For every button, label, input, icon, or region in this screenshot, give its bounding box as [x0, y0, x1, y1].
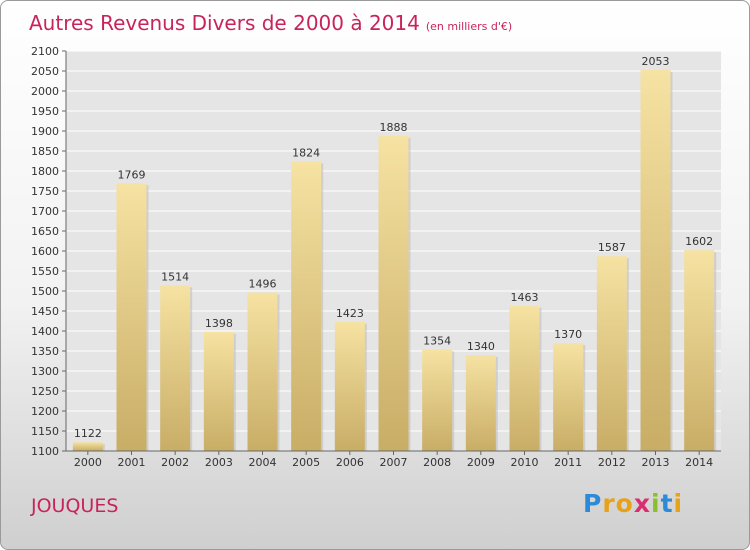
y-tick-label: 1350 [31, 345, 59, 358]
value-label: 1514 [161, 270, 189, 283]
x-tick-label: 2001 [118, 456, 146, 469]
bar-2000 [72, 442, 103, 451]
x-tick-label: 2009 [467, 456, 495, 469]
y-tick-label: 1800 [31, 165, 59, 178]
chart-title-unit: (en milliers d'€) [425, 20, 513, 33]
y-tick-label: 1850 [31, 145, 59, 158]
value-label: 1587 [598, 241, 626, 254]
y-tick-label: 2050 [31, 65, 59, 78]
chart-title: Autres Revenus Divers de 2000 à 2014 (en … [29, 11, 512, 35]
y-tick-label: 1700 [31, 205, 59, 218]
commune-name: JOUQUES [31, 495, 119, 517]
value-label: 1602 [685, 235, 713, 248]
logo-letter: i [673, 489, 684, 518]
y-tick-label: 1950 [31, 105, 59, 118]
y-tick-label: 1650 [31, 225, 59, 238]
value-label: 2053 [642, 55, 670, 68]
bar-2008 [422, 349, 453, 451]
x-tick-label: 2013 [642, 456, 670, 469]
value-label: 1398 [205, 317, 233, 330]
bar-2007 [378, 135, 409, 452]
proxiti-logo: Proxiti [583, 489, 683, 518]
logo-letter: o [615, 489, 634, 518]
bar-2004 [247, 292, 278, 451]
value-label: 1496 [249, 278, 277, 291]
y-tick-label: 1300 [31, 365, 59, 378]
bar-2012 [596, 256, 627, 451]
value-label: 1769 [118, 168, 146, 181]
value-label: 1354 [423, 334, 451, 347]
chart-title-main: Autres Revenus Divers de 2000 à 2014 [29, 11, 420, 35]
x-tick-label: 2000 [74, 456, 102, 469]
x-tick-label: 2002 [161, 456, 189, 469]
x-tick-label: 2014 [685, 456, 713, 469]
value-label: 1423 [336, 307, 364, 320]
x-tick-label: 2011 [554, 456, 582, 469]
bar-2011 [553, 343, 584, 451]
value-label: 1122 [74, 427, 102, 440]
bar-2005 [291, 161, 322, 451]
x-tick-label: 2007 [380, 456, 408, 469]
x-tick-label: 2004 [249, 456, 277, 469]
logo-letter: x [633, 489, 651, 518]
logo-letter: r [602, 489, 616, 518]
y-tick-label: 1550 [31, 265, 59, 278]
logo-letter: t [660, 489, 674, 518]
y-tick-label: 2100 [31, 45, 59, 58]
value-label: 1340 [467, 340, 495, 353]
y-tick-label: 1250 [31, 385, 59, 398]
value-label: 1824 [292, 146, 320, 159]
value-label: 1370 [554, 328, 582, 341]
bar-2009 [465, 355, 496, 451]
y-tick-label: 1200 [31, 405, 59, 418]
y-tick-label: 1900 [31, 125, 59, 138]
bar-2003 [203, 331, 234, 451]
x-tick-label: 2006 [336, 456, 364, 469]
bar-2014 [684, 250, 715, 451]
y-tick-label: 1450 [31, 305, 59, 318]
y-tick-label: 1400 [31, 325, 59, 338]
y-tick-label: 1600 [31, 245, 59, 258]
x-tick-label: 2012 [598, 456, 626, 469]
y-tick-label: 1750 [31, 185, 59, 198]
x-tick-label: 2010 [511, 456, 539, 469]
bar-2010 [509, 305, 540, 451]
bar-2013 [640, 69, 671, 452]
value-label: 1463 [511, 291, 539, 304]
bar-2006 [334, 321, 365, 451]
logo-letter: P [583, 489, 603, 518]
logo-letter: i [651, 489, 661, 518]
y-tick-label: 1150 [31, 425, 59, 438]
y-tick-label: 1500 [31, 285, 59, 298]
x-tick-label: 2008 [423, 456, 451, 469]
y-tick-label: 2000 [31, 85, 59, 98]
y-tick-label: 1100 [31, 445, 59, 458]
x-tick-label: 2005 [292, 456, 320, 469]
bar-2001 [116, 183, 147, 451]
bar-2002 [160, 285, 191, 451]
value-label: 1888 [380, 121, 408, 134]
x-tick-label: 2003 [205, 456, 233, 469]
